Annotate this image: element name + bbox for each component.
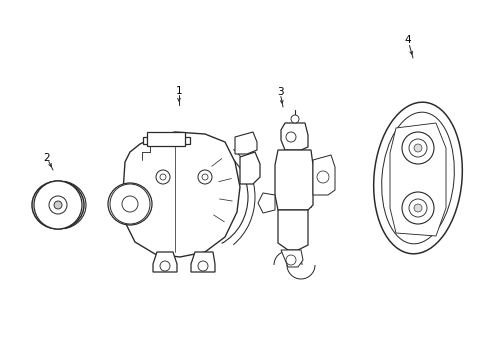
Circle shape (160, 261, 170, 271)
Circle shape (290, 115, 298, 123)
Text: 1: 1 (175, 86, 182, 96)
Polygon shape (240, 152, 260, 184)
Circle shape (198, 261, 207, 271)
Polygon shape (281, 123, 307, 150)
Circle shape (202, 174, 207, 180)
Ellipse shape (32, 181, 84, 229)
Polygon shape (123, 132, 240, 257)
Circle shape (49, 196, 67, 214)
Circle shape (401, 192, 433, 224)
Ellipse shape (381, 112, 453, 244)
Text: 2: 2 (43, 153, 50, 163)
Circle shape (413, 204, 421, 212)
Polygon shape (191, 252, 215, 272)
Ellipse shape (108, 183, 152, 225)
Polygon shape (281, 250, 303, 267)
Circle shape (285, 132, 295, 142)
Circle shape (54, 201, 62, 209)
Text: 4: 4 (404, 35, 410, 45)
Polygon shape (142, 137, 190, 144)
Circle shape (110, 184, 150, 224)
Polygon shape (153, 252, 177, 272)
Polygon shape (147, 132, 184, 146)
Polygon shape (278, 210, 307, 250)
Circle shape (34, 181, 82, 229)
Polygon shape (235, 132, 257, 154)
Circle shape (316, 171, 328, 183)
Polygon shape (274, 150, 312, 210)
Text: 3: 3 (276, 87, 283, 97)
Circle shape (198, 170, 212, 184)
Circle shape (408, 139, 426, 157)
Ellipse shape (373, 102, 461, 254)
Polygon shape (258, 193, 274, 213)
Polygon shape (312, 155, 334, 195)
Circle shape (285, 255, 295, 265)
Circle shape (122, 196, 138, 212)
Circle shape (413, 144, 421, 152)
Polygon shape (389, 123, 445, 236)
Circle shape (401, 132, 433, 164)
Circle shape (156, 170, 170, 184)
Circle shape (408, 199, 426, 217)
Circle shape (160, 174, 165, 180)
